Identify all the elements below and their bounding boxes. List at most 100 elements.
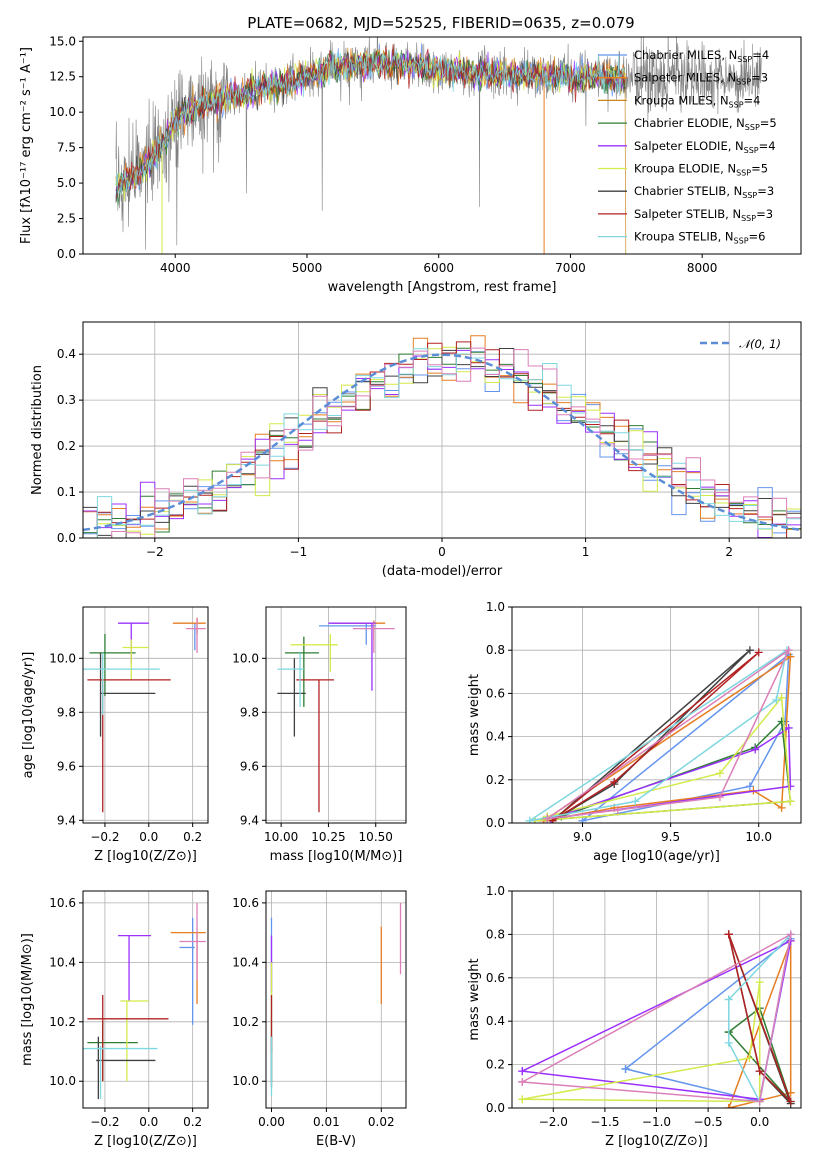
data-point-marker [518,1095,527,1104]
y-axis-label: mass [log10(M/M⊙)] [20,933,35,1066]
y-tick-label: 9.6 [240,759,259,773]
x-tick-label: −1.5 [590,1115,619,1129]
y-tick-label: 15.0 [49,34,76,48]
x-tick-label: 9.5 [661,830,680,844]
y-tick-label: 10.2 [232,1015,259,1029]
x-tick-label: 8000 [687,261,718,275]
legend-entry: Salpeter ELODIE, NSSP=4 [634,139,776,155]
y-tick-label: 10.0 [49,651,76,665]
normal-curve [83,353,801,532]
y-axis-label: mass weight [467,674,482,756]
scatter-panel-5: −0.2 0.0 0.2 10.0 10.2 10.4 10.6 Z [log10(Z/Z⊙)… [20,890,209,1149]
x-tick-label: 10.25 [311,830,345,844]
x-tick-label: 5000 [292,261,323,275]
y-tick-label: 0.3 [57,393,76,407]
series-line-8 [521,932,792,1103]
data-point-marker [621,1064,630,1073]
axes-frame [82,36,802,255]
legend-entry: Salpeter MILES, NSSP=3 [634,71,768,87]
data-point-marker [786,930,795,939]
y-tick-label: 10.6 [49,896,76,910]
axes-frame [511,890,802,1109]
y-tick-label: 1.0 [486,884,505,898]
data-point-marker [724,995,733,1004]
y-tick-label: 0.1 [57,485,76,499]
data-point-marker [525,816,534,823]
plots: 4000 5000 6000 7000 80000.02.55.07.510.012.5… [19,34,802,1149]
y-tick-label: 10.0 [232,651,259,665]
x-tick-label: −1 [290,545,308,559]
x-axis-label: wavelength [Angstrom, rest frame] [328,280,557,295]
mass-weight-panel-4: 9.0 9.5 10.0 0.0 0.2 0.4 0.6 0.8 1.0 age [log10(a… [467,600,802,864]
x-tick-label: −2.0 [539,1115,568,1129]
y-tick-label: 10.2 [49,1015,76,1029]
data-point-marker [518,1077,527,1086]
x-tick-label: 9.0 [573,830,592,844]
x-tick-label: 10.0 [745,830,772,844]
histogram-step-5 [83,348,801,538]
x-tick-label: 0.0 [139,830,158,844]
legend-entry: Kroupa STELIB, NSSP=6 [634,230,765,246]
data-point-marker [543,814,552,823]
y-tick-label: 0.4 [57,347,76,361]
y-tick-label: 2.5 [57,212,76,226]
model-line-8 [115,49,626,196]
y-tick-label: 0.2 [486,773,505,787]
data-point-marker [724,1104,733,1108]
y-tick-label: 0.8 [486,927,505,941]
data-point-marker [610,777,619,786]
y-axis-label: age [log10(age/yr)] [21,652,36,779]
legend-entry: Chabrier STELIB, NSSP=3 [634,184,774,200]
x-tick-label: 0.0 [139,1115,158,1129]
series-line-5 [552,649,751,822]
y-tick-label: 10.4 [232,955,259,969]
data-point-marker [613,806,622,815]
series-line-6 [728,934,792,1103]
data-point-marker [715,769,724,778]
x-axis-label: Z [log10(Z/Z⊙)] [94,849,197,864]
y-tick-label: 5.0 [57,176,76,190]
data-point-marker [777,693,786,702]
y-tick-label: 0.8 [486,643,505,657]
axes-frame [82,606,209,824]
x-axis-label: (data-model)/error [382,564,503,579]
axes-frame [511,606,802,824]
legend-entry: Chabrier MILES, NSSP=4 [634,48,769,64]
x-tick-label: 0.02 [368,1115,395,1129]
x-tick-label: −2 [146,545,164,559]
x-tick-label: 6000 [423,261,454,275]
legend-entry: Salpeter STELIB, NSSP=3 [634,207,773,223]
histogram-step-8 [83,347,801,538]
x-tick-label: −0.5 [694,1115,723,1129]
y-tick-label: 9.4 [57,813,76,827]
y-axis-label: mass weight [467,958,482,1040]
plot-area [83,607,208,823]
data-point-marker [631,797,640,806]
y-tick-label: 0.6 [486,971,505,985]
legend-entry: Kroupa ELODIE, NSSP=5 [634,162,768,178]
y-tick-label: 9.8 [240,705,259,719]
axes-frame [82,890,209,1109]
plot-area [512,891,801,1108]
y-tick-label: 0.0 [57,531,76,545]
data-point-marker [755,1067,764,1076]
y-tick-label: 9.6 [57,759,76,773]
x-tick-label: 2 [725,545,733,559]
axes-frame [265,890,407,1109]
data-point-marker [786,797,795,806]
x-tick-label: 0.00 [258,1115,285,1129]
axes-frame [265,606,407,824]
series-line-0 [582,652,790,822]
plot-area [83,322,801,538]
data-point-marker [578,816,587,823]
y-tick-label: 0.2 [486,1058,505,1072]
y-tick-label: 0.0 [57,247,76,261]
plot-area [512,607,801,823]
data-point-marker [755,978,764,987]
y-tick-label: 10.0 [49,1074,76,1088]
x-tick-label: −1.0 [642,1115,671,1129]
data-point-marker [745,1054,754,1063]
data-point-marker [784,723,793,732]
x-tick-label: 0 [438,545,446,559]
